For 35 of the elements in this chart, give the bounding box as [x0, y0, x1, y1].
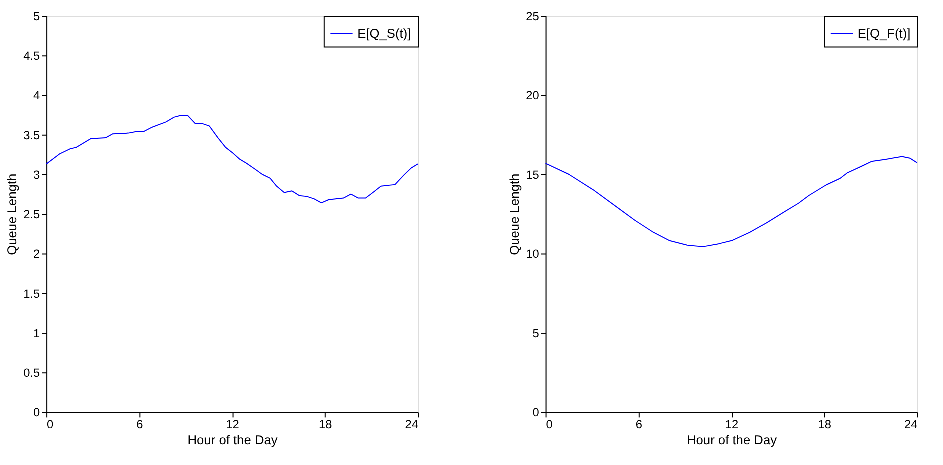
x-axis-title: Hour of the Day: [188, 432, 278, 448]
y-tick-label: 4: [34, 88, 41, 103]
legend-label: E[Q_S(t)]: [358, 26, 412, 41]
y-tick-label: 5: [34, 9, 41, 24]
x-tick-label: 12: [226, 418, 240, 432]
x-tick-label: 18: [818, 418, 832, 432]
line-series: [545, 156, 918, 248]
x-axis-title: Hour of the Day: [686, 432, 778, 448]
y-tick-label: 1: [34, 326, 41, 340]
y-tick-label: 5: [532, 326, 540, 340]
x-tick-label: 24: [904, 418, 918, 432]
line-series: [46, 115, 419, 204]
y-tick-label: 2: [34, 247, 40, 262]
y-tick-label: 25: [526, 9, 540, 24]
y-axis-title: Queue Length: [4, 174, 20, 256]
y-tick-label: 1.5: [24, 286, 41, 301]
y-tick-label: 2.5: [24, 208, 41, 222]
x-tick-label: 24: [405, 418, 419, 432]
y-tick-label: 0.5: [24, 366, 41, 380]
y-tick-label: 0: [532, 406, 540, 420]
x-tick-label: 6: [136, 418, 144, 432]
x-tick-label: 0: [47, 418, 54, 432]
y-tick-label: 20: [526, 88, 540, 103]
y-tick-label: 4.5: [24, 49, 41, 64]
y-axis-title: Queue Length: [507, 174, 522, 256]
legend-label: E[Q_F(t)]: [858, 26, 911, 41]
y-tick-label: 10: [526, 247, 540, 262]
y-tick-label: 3.5: [24, 128, 41, 142]
x-tick-label: 12: [725, 418, 739, 432]
x-tick-label: 0: [546, 418, 554, 432]
y-tick-label: 0: [34, 406, 41, 420]
y-tick-label: 15: [526, 168, 540, 182]
x-tick-label: 6: [636, 418, 643, 432]
y-tick-label: 3: [34, 168, 41, 182]
x-tick-label: 18: [319, 418, 333, 432]
